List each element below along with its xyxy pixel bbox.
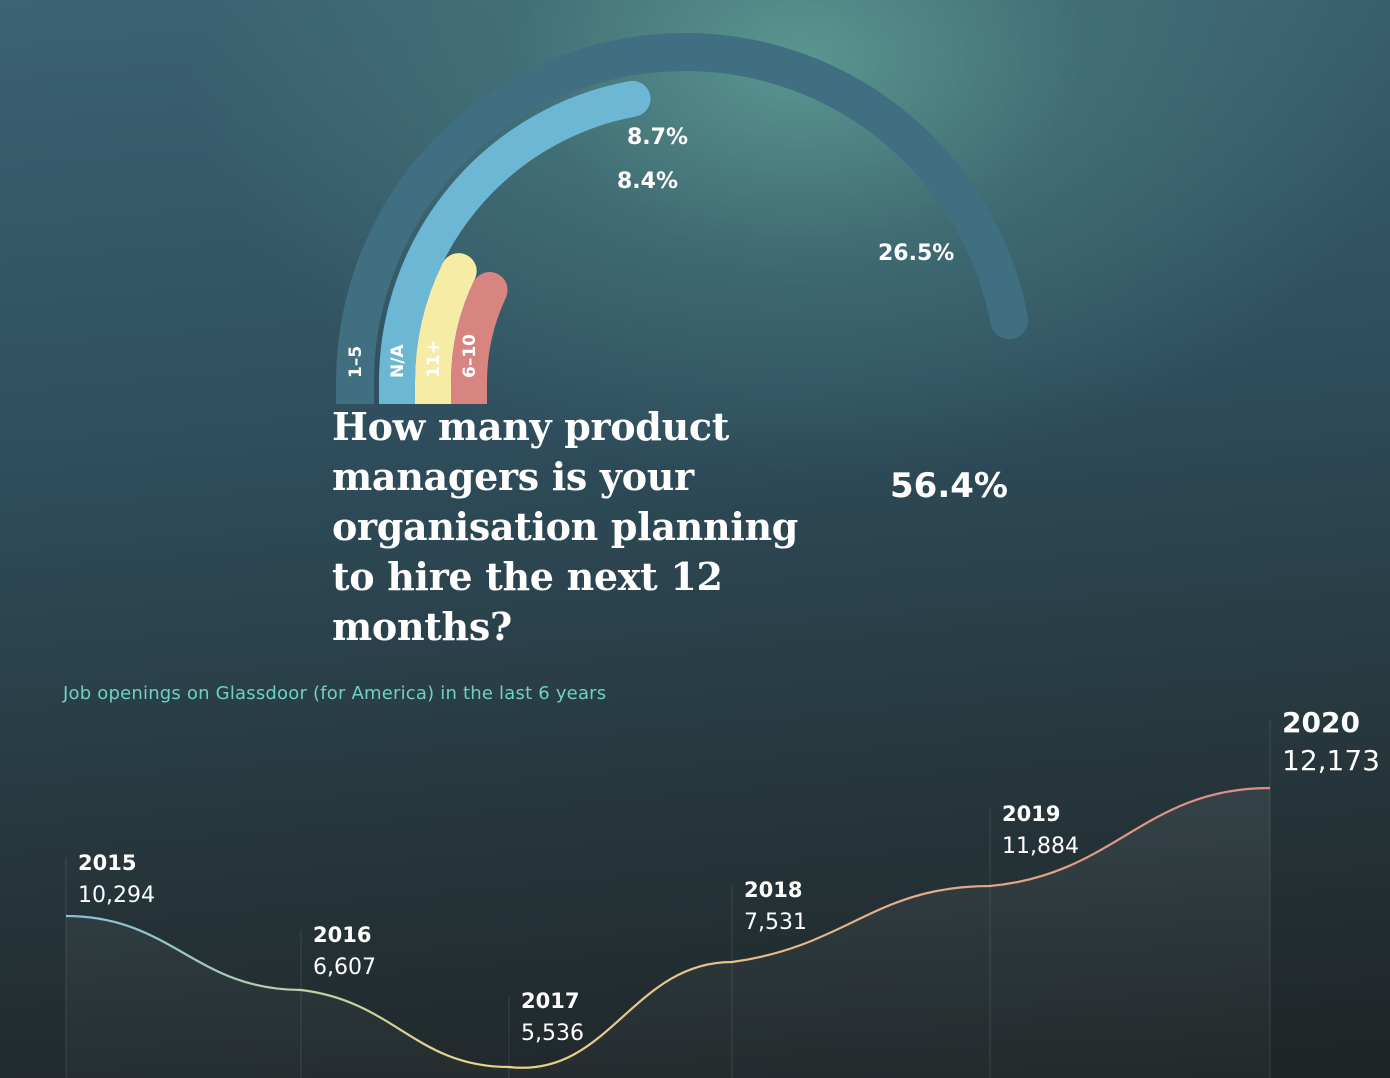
year-value-label: 7,531 bbox=[744, 910, 807, 935]
radial-category-label: 1–5 bbox=[346, 346, 366, 378]
job-openings-line-chart: 2015 10,294 2016 6,607 2017 5,536 2018 7,531 201… bbox=[65, 706, 1380, 1078]
radial-category-label: 6–10 bbox=[460, 334, 480, 378]
radial-value-label: 8.7% bbox=[627, 125, 688, 150]
chart-question-title: How many product managers is your organi… bbox=[332, 404, 799, 649]
year-label: 2020 bbox=[1282, 706, 1360, 739]
radial-bar-11- bbox=[415, 253, 477, 400]
radial-bar-base bbox=[379, 380, 415, 404]
radial-value-label: 26.5% bbox=[878, 241, 954, 266]
year-label: 2019 bbox=[1002, 802, 1060, 826]
year-label: 2017 bbox=[521, 989, 579, 1013]
year-value-label: 5,536 bbox=[521, 1021, 584, 1046]
year-value-label: 10,294 bbox=[78, 883, 155, 908]
year-label: 2015 bbox=[78, 851, 136, 875]
line-area-fill bbox=[66, 788, 1270, 1078]
radial-value-label: 56.4% bbox=[890, 466, 1008, 506]
radial-bar-base bbox=[336, 380, 374, 404]
year-value-label: 12,173 bbox=[1282, 744, 1380, 777]
radial-category-label: 11+ bbox=[424, 340, 444, 378]
line-series bbox=[65, 786, 1271, 1069]
radial-bar-6-10 bbox=[451, 272, 508, 400]
radial-bar-base bbox=[415, 380, 451, 404]
radial-value-label: 8.4% bbox=[617, 169, 678, 194]
radial-bar-chart: 1–5 N/A 11+ 6–10 56.4% 26.5% 8.7% 8.4% bbox=[336, 33, 1029, 506]
year-value-label: 11,884 bbox=[1002, 834, 1079, 859]
radial-category-label: N/A bbox=[388, 344, 408, 378]
radial-bar-base bbox=[451, 380, 487, 404]
radial-bar-1-5 bbox=[336, 33, 1029, 401]
year-value-label: 6,607 bbox=[313, 955, 376, 980]
year-label: 2018 bbox=[744, 878, 802, 902]
radial-bar-n-a bbox=[379, 80, 651, 400]
year-label: 2016 bbox=[313, 923, 371, 947]
line-chart-title: Job openings on Glassdoor (for America) … bbox=[63, 683, 607, 704]
